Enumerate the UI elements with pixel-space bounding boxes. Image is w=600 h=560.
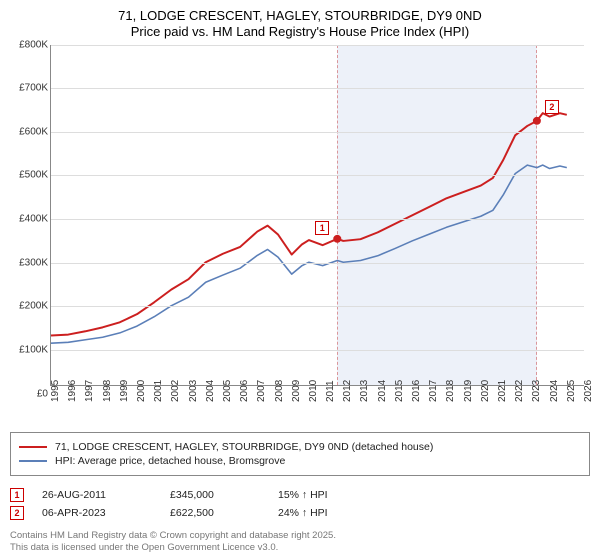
series-price_paid (51, 113, 567, 335)
legend-swatch (19, 446, 47, 448)
transaction-row: 1 26-AUG-2011 £345,000 15% ↑ HPI (10, 488, 590, 502)
chart-titles: 71, LODGE CRESCENT, HAGLEY, STOURBRIDGE,… (10, 8, 590, 41)
x-tick-label: 2005 (222, 380, 238, 402)
x-tick-label: 2004 (205, 380, 221, 402)
legend-label: 71, LODGE CRESCENT, HAGLEY, STOURBRIDGE,… (55, 441, 433, 453)
transaction-date: 06-APR-2023 (42, 507, 152, 519)
footer-line-1: Contains HM Land Registry data © Crown c… (10, 530, 590, 542)
x-tick-label: 2021 (497, 380, 513, 402)
x-tick-label: 2003 (188, 380, 204, 402)
transaction-row: 2 06-APR-2023 £622,500 24% ↑ HPI (10, 506, 590, 520)
marker-label: 2 (545, 100, 559, 114)
x-tick-label: 2010 (308, 380, 324, 402)
x-tick-label: 2026 (583, 380, 599, 402)
line-chart: £0£100K£200K£300K£400K£500K£600K£700K£80… (10, 45, 590, 407)
y-tick-label: £200K (19, 301, 48, 312)
x-tick-label: 1998 (102, 380, 118, 402)
y-tick-label: £100K (19, 344, 48, 355)
legend-row: HPI: Average price, detached house, Brom… (19, 455, 581, 467)
x-tick-label: 2017 (428, 380, 444, 402)
y-tick-label: £600K (19, 126, 48, 137)
y-tick-label: £400K (19, 214, 48, 225)
x-tick-label: 2020 (480, 380, 496, 402)
x-tick-label: 2018 (445, 380, 461, 402)
x-tick-label: 1999 (119, 380, 135, 402)
transaction-price: £345,000 (170, 489, 260, 501)
x-tick-label: 2008 (274, 380, 290, 402)
x-tick-label: 2002 (170, 380, 186, 402)
y-tick-label: £500K (19, 170, 48, 181)
title-line-1: 71, LODGE CRESCENT, HAGLEY, STOURBRIDGE,… (10, 8, 590, 24)
legend: 71, LODGE CRESCENT, HAGLEY, STOURBRIDGE,… (10, 432, 590, 476)
transactions-table: 1 26-AUG-2011 £345,000 15% ↑ HPI 2 06-APR-202… (10, 484, 590, 524)
plot-area: 12 (50, 45, 584, 387)
x-axis: 1995199619971998199920002001200220032004… (50, 386, 584, 406)
marker-point (333, 234, 341, 242)
x-tick-label: 2015 (394, 380, 410, 402)
y-axis: £0£100K£200K£300K£400K£500K£600K£700K£80… (4, 45, 50, 387)
marker-point (533, 116, 541, 124)
transaction-diff: 15% ↑ HPI (278, 489, 378, 501)
x-tick-label: 2000 (136, 380, 152, 402)
y-tick-label: £700K (19, 83, 48, 94)
footer-line-2: This data is licensed under the Open Gov… (10, 542, 590, 554)
x-tick-label: 2014 (377, 380, 393, 402)
y-tick-label: £800K (19, 39, 48, 50)
title-line-2: Price paid vs. HM Land Registry's House … (10, 24, 590, 40)
x-tick-label: 2001 (153, 380, 169, 402)
x-tick-label: 2024 (549, 380, 565, 402)
x-tick-label: 2009 (291, 380, 307, 402)
transaction-date: 26-AUG-2011 (42, 489, 152, 501)
x-tick-label: 1996 (67, 380, 83, 402)
series-hpi (51, 165, 567, 343)
transaction-marker: 1 (10, 488, 24, 502)
x-tick-label: 2007 (256, 380, 272, 402)
x-tick-label: 2016 (411, 380, 427, 402)
legend-label: HPI: Average price, detached house, Brom… (55, 455, 285, 467)
x-tick-label: 2006 (239, 380, 255, 402)
transaction-diff: 24% ↑ HPI (278, 507, 378, 519)
x-tick-label: 2023 (531, 380, 547, 402)
y-tick-label: £0 (37, 388, 48, 399)
transaction-price: £622,500 (170, 507, 260, 519)
x-tick-label: 2013 (359, 380, 375, 402)
y-tick-label: £300K (19, 257, 48, 268)
x-tick-label: 2022 (514, 380, 530, 402)
x-tick-label: 2019 (463, 380, 479, 402)
marker-label: 1 (315, 221, 329, 235)
legend-swatch (19, 460, 47, 462)
x-tick-label: 2012 (342, 380, 358, 402)
transaction-marker: 2 (10, 506, 24, 520)
x-tick-label: 1997 (84, 380, 100, 402)
x-tick-label: 1995 (50, 380, 66, 402)
x-tick-label: 2025 (566, 380, 582, 402)
legend-row: 71, LODGE CRESCENT, HAGLEY, STOURBRIDGE,… (19, 441, 581, 453)
footer: Contains HM Land Registry data © Crown c… (10, 530, 590, 554)
x-tick-label: 2011 (325, 381, 341, 403)
chart-svg (51, 45, 584, 386)
